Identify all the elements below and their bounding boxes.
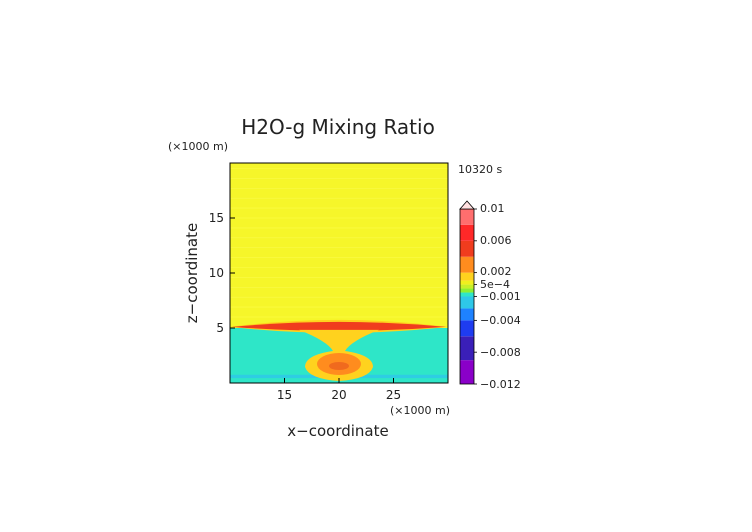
x-tick-label: 15 [277,388,292,402]
colorbar-swatch [460,288,474,293]
colorbar-swatch [460,209,474,225]
x-tick-label: 20 [331,388,346,402]
y-tick-label: 15 [209,211,224,225]
colorbar-label: 0.006 [480,234,512,247]
colorbar-label: 0.002 [480,265,512,278]
region-cyan-patch-left [315,346,327,351]
colorbar-label: −0.001 [480,290,521,303]
chart-title: H2O-g Mixing Ratio [241,115,435,139]
colorbar-swatch [460,272,474,281]
region-moist-layer-core [232,321,446,331]
colorbar-swatch [460,308,474,321]
y-axis-label: z−coordinate [183,223,201,323]
colorbar-swatch [460,320,474,337]
y-tick-label: 5 [216,321,224,335]
colorbar-swatch [460,336,474,361]
y-ticks: 5 10 15 [209,211,235,335]
region-lower-plume-spot [329,362,349,370]
y-tick-label: 10 [209,266,224,280]
colorbar-swatch [460,360,474,384]
colorbar-extend-arrow [459,200,475,210]
time-label: 10320 s [458,163,502,176]
colorbar-swatch [460,240,474,257]
colorbar-swatch [460,224,474,241]
x-axis-label: x−coordinate [287,422,388,440]
field-layer [230,168,448,383]
colorbar-swatch [460,256,474,273]
x-axis-unit: (×1000 m) [390,404,450,417]
x-tick-label: 25 [386,388,401,402]
colorbar-label: −0.012 [480,378,521,391]
colorbar-swatch [460,296,474,309]
y-axis-unit: (×1000 m) [168,140,228,153]
x-ticks: 15 20 25 [277,378,401,402]
colorbar-swatch [460,284,474,289]
colorbar-label: −0.004 [480,314,521,327]
colorbar-label: 5e−4 [480,278,510,291]
colorbar-label: −0.008 [480,346,521,359]
region-cyan-patch-right [351,346,363,351]
colorbar-swatch [460,292,474,297]
colorbar-swatch [460,280,474,285]
colorbar-label: 0.01 [480,202,505,215]
plot-area: 15 20 25 5 10 15 [209,162,449,402]
